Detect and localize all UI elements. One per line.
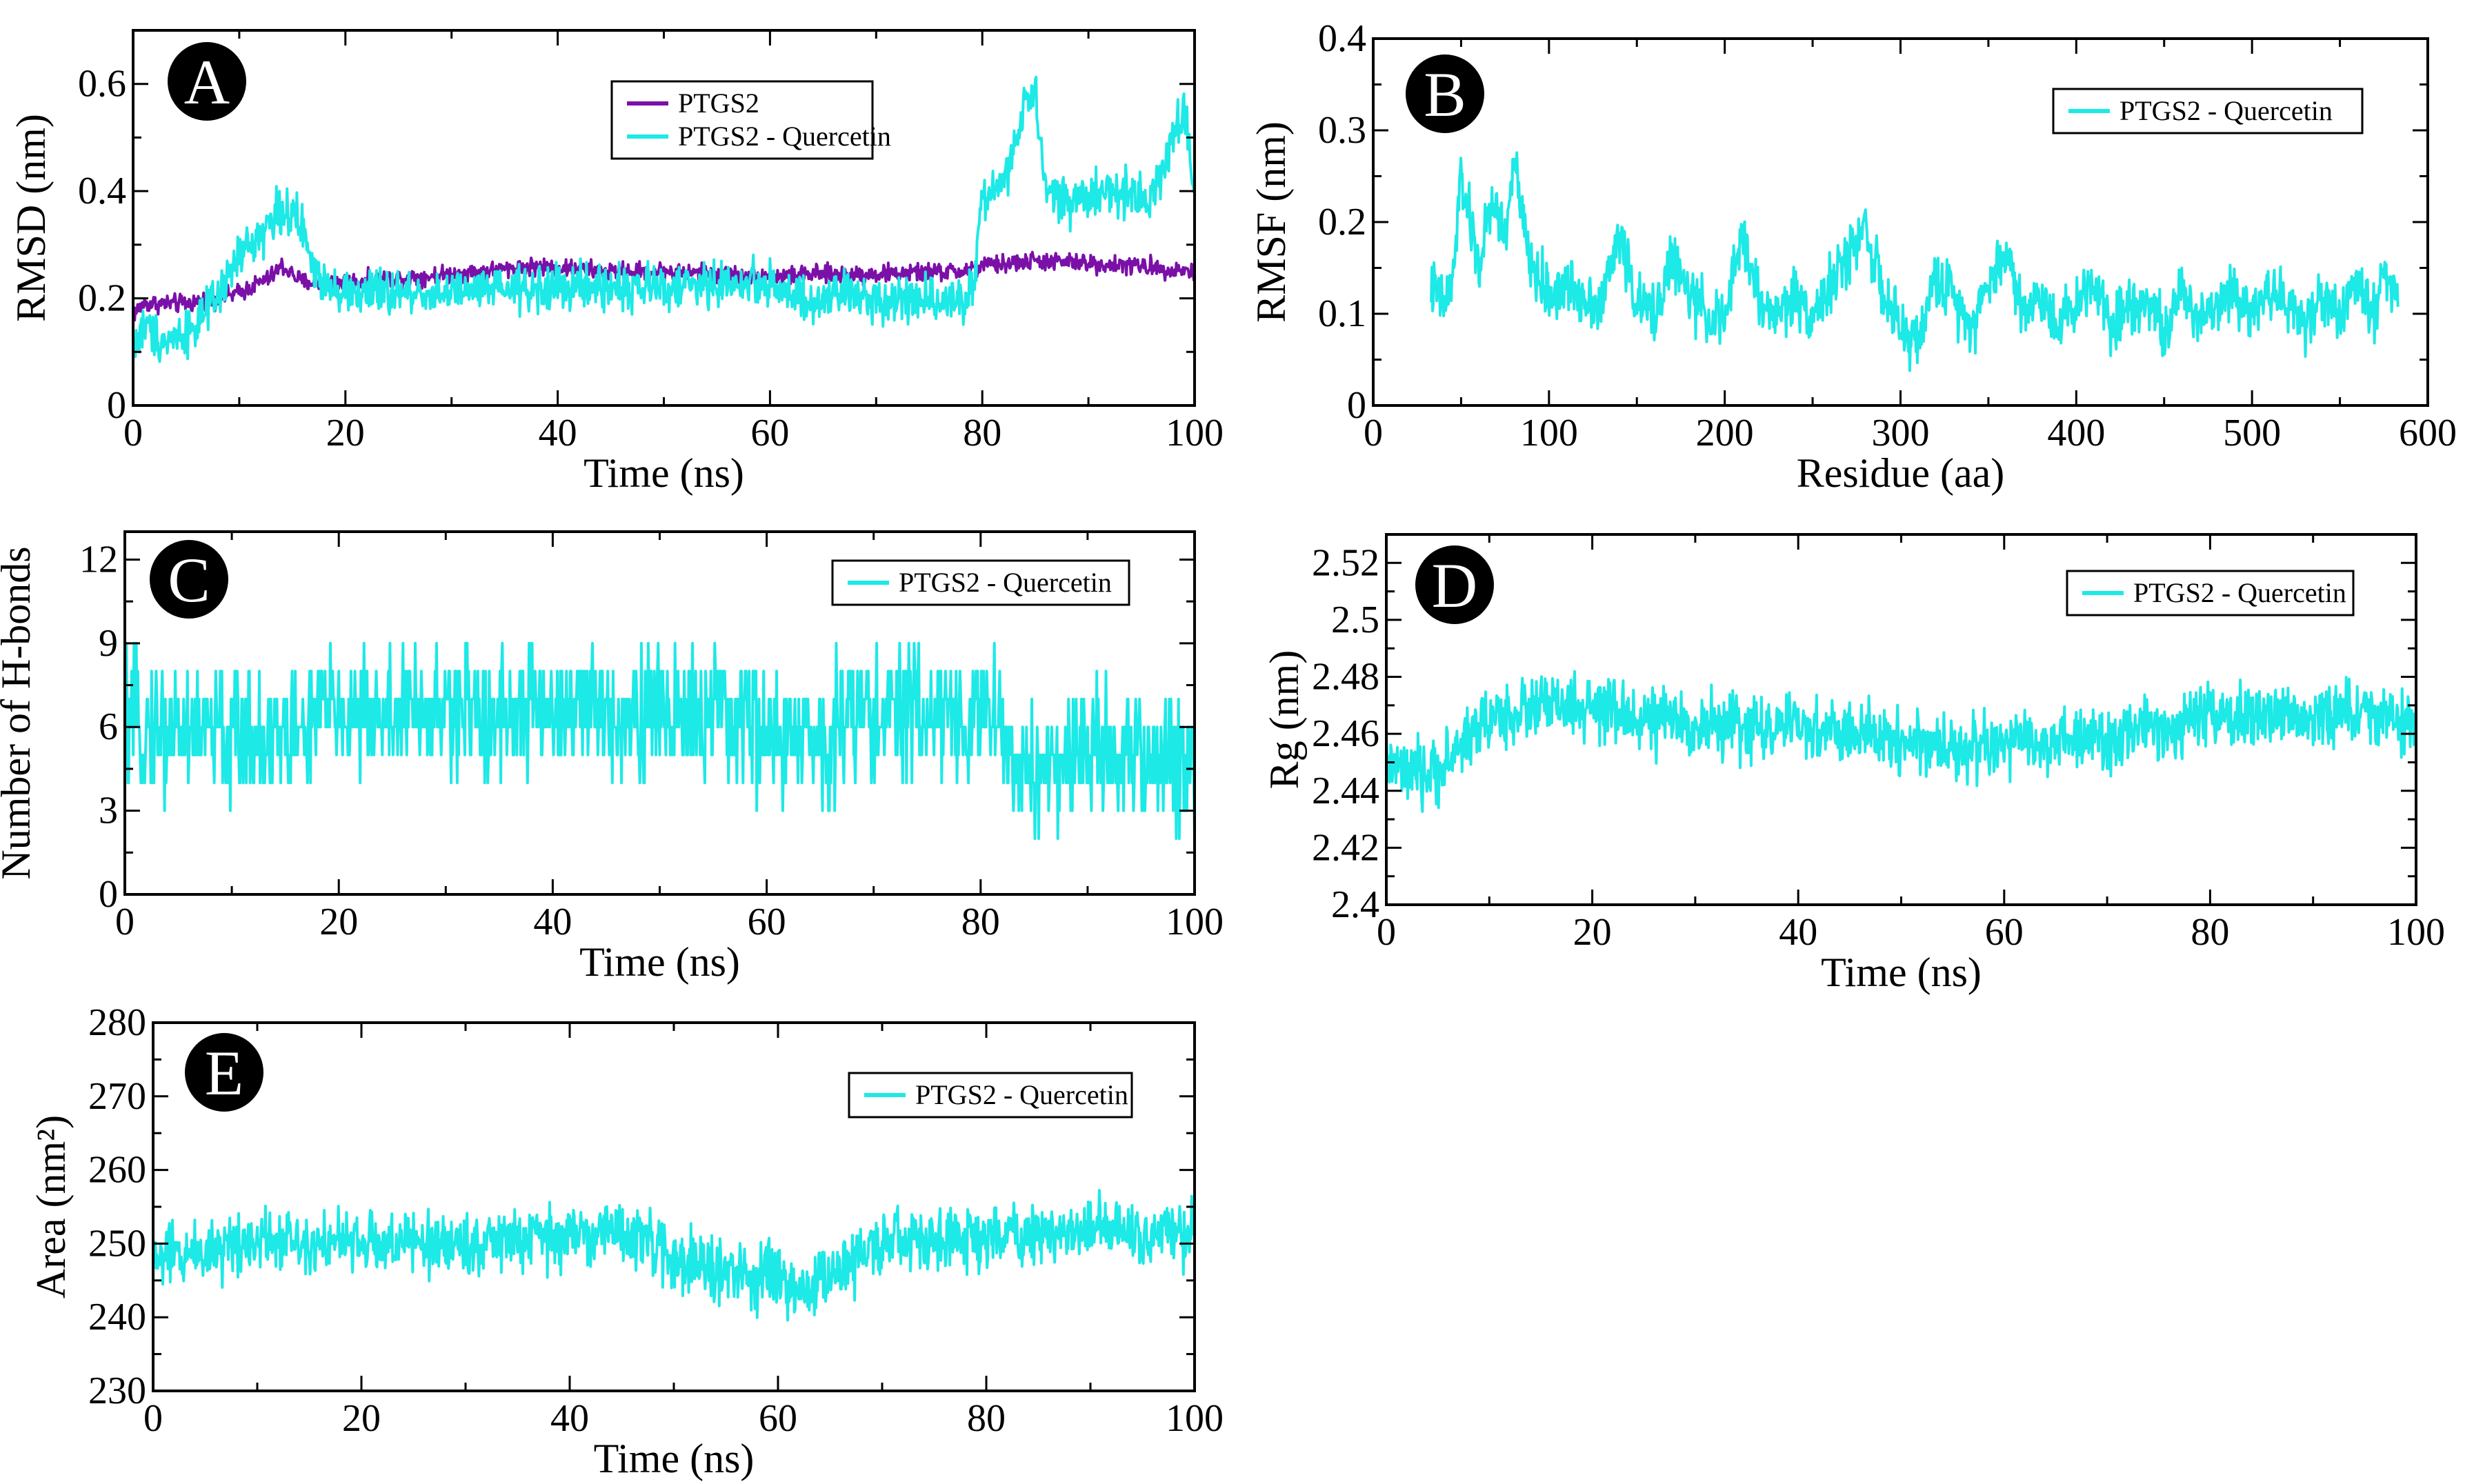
- x-tick-label-a: 60: [750, 412, 789, 454]
- panel-d: 0 20 40 60 80 100 2.4 2.42 2.44 2.46 2.48 2.5 2.52 Ti…: [1261, 533, 2445, 995]
- y-tick-label-a: 0.6: [78, 63, 126, 106]
- x-tick-label-b: 400: [2047, 412, 2105, 454]
- y-tick-label-d: 2.5: [1331, 599, 1379, 641]
- legend-label-a: PTGS2: [678, 88, 759, 119]
- x-tick-label-c: 100: [1166, 901, 1224, 943]
- panel-a: 0 20 40 60 80 100 0 0.2 0.4 0.6 Time (ns) RMSD (nm)…: [8, 29, 1224, 496]
- y-axis-title-d: Rg (nm): [1261, 650, 1307, 790]
- x-tick-label-e: 60: [759, 1397, 797, 1440]
- x-axis-title-e: Time (ns): [594, 1436, 755, 1481]
- panel-badge-e: [185, 1033, 263, 1112]
- y-axis-title-c: Number of H-bonds: [0, 546, 39, 879]
- panel-badge-label-a: A: [184, 47, 230, 117]
- x-tick-label-a: 80: [963, 412, 1001, 454]
- y-axis-title-a: RMSD (nm): [8, 114, 54, 322]
- panel-e: 0 20 40 60 80 100 230 240 250 260 270 280 Time (ns) A…: [28, 1001, 1224, 1481]
- legend-label-a: PTGS2 - Quercetin: [678, 121, 891, 152]
- y-axis-title-b: RMSF (nm): [1248, 121, 1294, 323]
- x-tick-label-b: 500: [2223, 412, 2281, 454]
- x-tick-label-d: 40: [1779, 911, 1817, 954]
- x-tick-label-e: 0: [143, 1397, 163, 1440]
- x-tick-label-c: 60: [748, 901, 786, 943]
- y-tick-label-d: 2.46: [1312, 712, 1379, 755]
- x-tick-label-a: 100: [1166, 412, 1224, 454]
- y-tick-label-c: 9: [99, 622, 118, 665]
- y-tick-label-d: 2.48: [1312, 656, 1379, 699]
- panel-badge-label-e: E: [205, 1038, 243, 1108]
- y-tick-label-c: 12: [79, 538, 118, 581]
- y-tick-label-e: 240: [88, 1296, 146, 1338]
- x-tick-label-d: 0: [1377, 911, 1396, 954]
- x-tick-label-b: 100: [1520, 412, 1578, 454]
- y-tick-label-e: 250: [88, 1222, 146, 1265]
- series-line-e-0: [153, 1189, 1195, 1322]
- x-axis-title-b: Residue (aa): [1797, 450, 2005, 496]
- x-tick-label-d: 80: [2191, 911, 2229, 954]
- panel-badge-c: [150, 540, 228, 619]
- x-tick-label-e: 100: [1166, 1397, 1224, 1440]
- series-line-b-0: [1430, 151, 2400, 372]
- x-tick-label-d: 100: [2387, 911, 2445, 954]
- y-tick-label-a: 0.2: [78, 277, 126, 320]
- y-tick-label-d: 2.42: [1312, 826, 1379, 869]
- series-line-c-0: [125, 641, 1195, 841]
- x-tick-label-c: 40: [533, 901, 572, 943]
- legend-label-d: PTGS2 - Quercetin: [2133, 577, 2346, 608]
- x-tick-label-c: 0: [115, 901, 134, 943]
- panel-badge-a: [168, 42, 246, 121]
- y-tick-label-b: 0: [1347, 384, 1366, 427]
- x-tick-label-c: 20: [319, 901, 358, 943]
- x-tick-label-b: 200: [1696, 412, 1754, 454]
- panel-b: 0 100 200 300 400 500 600 0 0.1 0.2 0.3 0.4 Residue …: [1248, 17, 2457, 496]
- x-tick-label-c: 80: [961, 901, 1000, 943]
- panel-badge-d: [1415, 545, 1494, 624]
- series-line-a-1: [133, 75, 1195, 363]
- x-axis-title-c: Time (ns): [579, 939, 740, 985]
- legend-box-a: [610, 80, 874, 160]
- x-tick-label-a: 40: [539, 412, 577, 454]
- x-tick-label-a: 20: [326, 412, 365, 454]
- x-tick-label-b: 0: [1364, 412, 1383, 454]
- panel-badge-label-d: D: [1432, 550, 1477, 621]
- x-tick-label-b: 300: [1872, 412, 1930, 454]
- panel-c: 0 20 40 60 80 100 0 3 6 9 12 Time (ns) Number of H-b…: [0, 530, 1224, 985]
- x-tick-label-e: 20: [342, 1397, 381, 1440]
- y-tick-label-b: 0.1: [1318, 292, 1366, 335]
- y-tick-label-d: 2.4: [1331, 883, 1379, 926]
- panel-badge-label-b: B: [1424, 59, 1466, 130]
- y-tick-label-c: 0: [99, 873, 118, 916]
- y-tick-label-b: 0.2: [1318, 201, 1366, 243]
- x-tick-label-d: 20: [1573, 911, 1612, 954]
- x-axis-title-a: Time (ns): [583, 450, 744, 496]
- y-tick-label-a: 0: [107, 384, 126, 427]
- y-axis-title-e: Area (nm²): [28, 1115, 74, 1298]
- x-tick-label-d: 60: [1985, 911, 2024, 954]
- y-tick-label-b: 0.3: [1318, 109, 1366, 152]
- y-tick-label-e: 270: [88, 1075, 146, 1118]
- y-tick-label-e: 280: [88, 1001, 146, 1044]
- panel-badge-label-c: C: [168, 545, 210, 615]
- x-tick-label-e: 40: [550, 1397, 589, 1440]
- y-tick-label-c: 3: [99, 790, 118, 832]
- y-tick-label-e: 260: [88, 1149, 146, 1192]
- y-tick-label-b: 0.4: [1318, 17, 1366, 60]
- x-tick-label-a: 0: [123, 412, 143, 454]
- y-tick-label-d: 2.52: [1312, 541, 1379, 584]
- legend-label-e: PTGS2 - Quercetin: [915, 1079, 1128, 1110]
- legend-label-b: PTGS2 - Quercetin: [2119, 95, 2333, 126]
- series-line-d-0: [1386, 670, 2416, 813]
- y-tick-label-e: 230: [88, 1370, 146, 1412]
- x-tick-label-e: 80: [967, 1397, 1006, 1440]
- y-tick-label-d: 2.44: [1312, 770, 1379, 812]
- x-axis-title-d: Time (ns): [1821, 950, 1982, 995]
- x-tick-label-b: 600: [2399, 412, 2457, 454]
- series-line-a-0: [133, 250, 1195, 322]
- panel-badge-b: [1406, 54, 1484, 133]
- legend-label-c: PTGS2 - Quercetin: [899, 567, 1112, 598]
- y-tick-label-c: 6: [99, 705, 118, 748]
- y-tick-label-a: 0.4: [78, 170, 126, 212]
